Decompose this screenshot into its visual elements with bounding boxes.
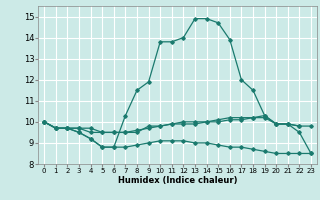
- X-axis label: Humidex (Indice chaleur): Humidex (Indice chaleur): [118, 176, 237, 185]
